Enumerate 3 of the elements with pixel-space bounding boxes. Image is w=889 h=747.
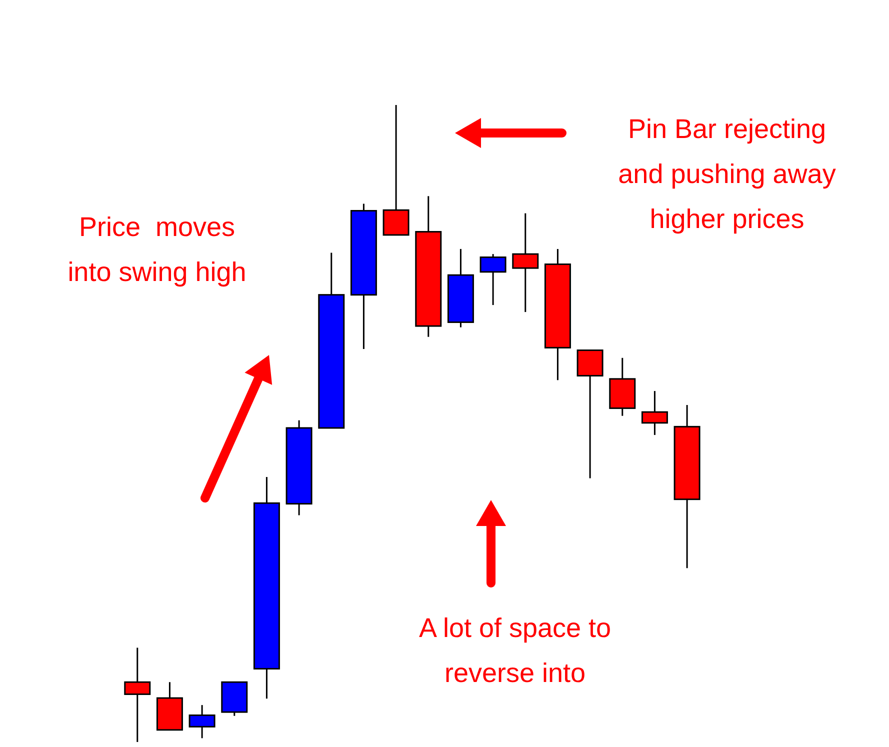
- annotation: Pin Bar rejecting and pushing away higher prices: [618, 114, 836, 234]
- annotation: A lot of space to reverse into: [418, 613, 612, 688]
- annotation: Price moves into swing high: [68, 212, 246, 287]
